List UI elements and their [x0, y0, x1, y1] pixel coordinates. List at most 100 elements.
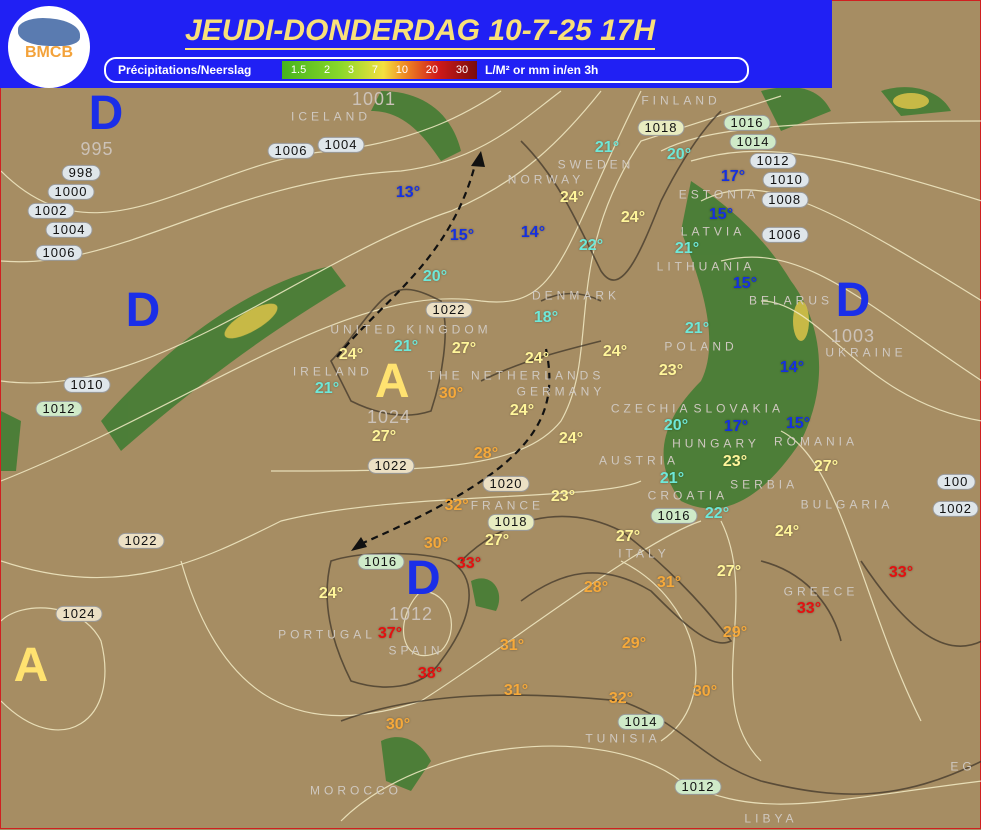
isobar-label: 1006	[35, 244, 83, 262]
legend-unit: L/M² or mm in/en 3h	[485, 63, 599, 77]
temperature-label: 23°	[550, 488, 576, 506]
temperature-label: 15°	[449, 227, 475, 245]
temperature-label: 27°	[716, 563, 742, 581]
temperature-label: 27°	[615, 528, 641, 545]
temperature-label: 21°	[674, 240, 700, 258]
country-label: MOROCCO	[310, 783, 402, 798]
country-label: DENMARK	[531, 288, 621, 303]
legend-tick: 3	[347, 64, 355, 76]
temperature-label: 24°	[774, 523, 800, 541]
temperature-label: 17°	[720, 168, 746, 186]
temperature-label: 24°	[559, 188, 585, 206]
country-label: THE NETHERLANDS	[427, 368, 605, 383]
temperature-label: 27°	[484, 532, 510, 550]
legend-title: Précipitations/Neerslag	[118, 63, 252, 77]
isobar-label: 1020	[482, 475, 530, 493]
isobar-label: 1016	[357, 553, 405, 571]
isobar-label: 1024	[55, 605, 103, 623]
temperature-label: 24°	[558, 430, 584, 448]
legend-tick: 2	[323, 64, 331, 76]
isobar-label: 1000	[47, 183, 95, 201]
country-label: POLAND	[664, 339, 738, 354]
arrow-head-southwest	[351, 537, 367, 551]
country-label: SPAIN	[388, 643, 444, 658]
isobar-label: 1018	[487, 514, 535, 531]
country-label: ROMANIA	[773, 434, 859, 449]
temperature-label: 14°	[779, 359, 805, 377]
temperature-label: 24°	[318, 585, 344, 603]
temperature-label: 21°	[594, 138, 620, 156]
isobar-label: 1010	[63, 376, 111, 394]
temperature-label: 15°	[708, 205, 734, 223]
legend-tick: 10	[395, 64, 408, 76]
isobar-label: 1004	[45, 221, 93, 239]
country-label: AUSTRIA	[598, 453, 680, 468]
isobar-label: 1006	[267, 142, 315, 160]
country-label: LIBYA	[744, 811, 798, 826]
isobar-label: 1002	[27, 202, 75, 220]
bmcb-logo: BMCB	[8, 6, 90, 88]
precipitation-areas	[1, 87, 951, 791]
pressure-value: 995	[80, 139, 114, 159]
pressure-value: 1012	[388, 603, 434, 624]
temperature-label: 14°	[520, 224, 546, 242]
temperature-label: 24°	[620, 209, 646, 227]
temperature-label: 28°	[583, 579, 609, 597]
belgium-map-icon	[18, 18, 80, 46]
temperature-label: 27°	[451, 340, 477, 358]
temperature-label: 30°	[385, 716, 411, 734]
legend-tick: 20	[425, 64, 439, 76]
isobar-label: 1022	[425, 301, 473, 319]
country-label: BULGARIA	[800, 497, 894, 512]
temperature-label: 24°	[524, 350, 550, 368]
precipitation-legend: Précipitations/Neerslag 1.5 2 3 7 10 20 …	[104, 57, 749, 83]
country-label: IRELAND	[292, 364, 373, 379]
temperature-label: 21°	[684, 320, 710, 338]
country-label: SERBIA	[730, 477, 799, 492]
legend-color-scale: 1.5 2 3 7 10 20 30	[282, 61, 477, 79]
temperature-label: 37°	[377, 624, 403, 642]
low-pressure-system: D	[406, 551, 441, 605]
header-banner: BMCB JEUDI-DONDERDAG 10-7-25 17H Précipi…	[0, 0, 832, 88]
low-pressure-system: D	[125, 284, 161, 337]
temperature-label: 33°	[456, 555, 482, 573]
low-pressure-system: D	[88, 87, 124, 140]
country-label: TUNISIA	[585, 731, 661, 746]
temperature-label: 30°	[692, 683, 718, 701]
country-label: ESTONIA	[678, 187, 760, 202]
coastlines	[326, 110, 981, 795]
country-label: CROATIA	[647, 488, 729, 503]
isobar-label: 1010	[762, 171, 810, 189]
temperature-label: 30°	[438, 384, 464, 402]
temperature-label: 20°	[663, 417, 689, 435]
country-label: SLOVAKIA	[693, 401, 784, 416]
logo-text: BMCB	[25, 44, 73, 61]
isobar-label: 1016	[650, 507, 698, 525]
temperature-label: 27°	[813, 458, 839, 476]
temperature-label: 24°	[338, 345, 364, 363]
temperature-label: 31°	[499, 637, 525, 655]
temperature-label: 21°	[314, 380, 340, 398]
temperature-label: 23°	[722, 453, 748, 471]
isobar-label: 1012	[674, 778, 722, 796]
temperature-label: 23°	[658, 362, 684, 380]
arrow-head-north	[471, 151, 485, 167]
isobar-label: 1004	[317, 136, 365, 154]
temperature-label: 22°	[704, 504, 730, 522]
pressure-value: 1024	[366, 407, 412, 428]
temperature-label: 28°	[473, 445, 499, 463]
temperature-label: 33°	[888, 564, 914, 582]
isobar-label: 1014	[729, 133, 777, 151]
isobar-label: 998	[61, 164, 101, 182]
temperature-label: 32°	[608, 690, 634, 708]
temperature-label: 15°	[785, 415, 811, 433]
country-label: LITHUANIA	[656, 259, 756, 274]
temperature-label: 32°	[444, 497, 469, 515]
country-label: ICELAND	[290, 109, 372, 123]
country-label: PORTUGAL	[278, 627, 376, 642]
country-label: SWEDEN	[557, 157, 635, 172]
temperature-label: 17°	[723, 417, 749, 435]
isobar-label: 1012	[35, 400, 83, 418]
